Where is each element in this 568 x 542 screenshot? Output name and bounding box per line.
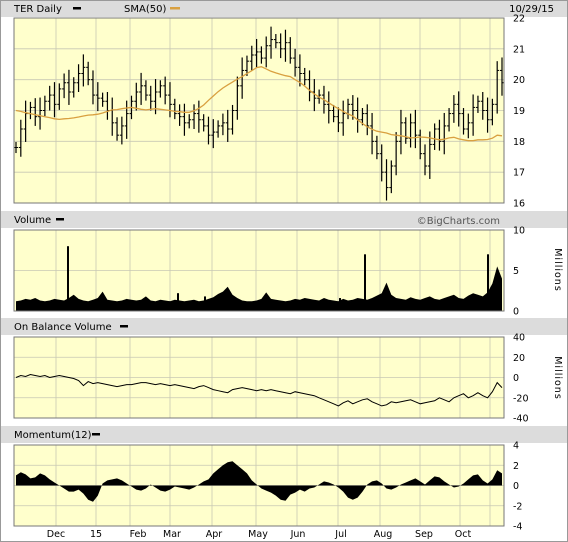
price-plot-border: [13, 17, 505, 204]
obv-legend-icon: [120, 325, 128, 328]
y-tick-label: 22: [513, 14, 525, 25]
y-tick-label: 0: [513, 373, 519, 384]
symbol-legend-icon: [73, 7, 81, 10]
obv-unit-label: Millions: [552, 356, 563, 400]
momentum-plot-border: [13, 444, 505, 527]
symbol-label: TER Daily: [13, 4, 62, 15]
y-tick-label: 17: [513, 168, 525, 179]
x-axis-label: Oct: [455, 529, 472, 540]
obv-polyline: [15, 373, 503, 407]
y-tick-label: 2: [513, 461, 519, 472]
momentum-header-bar: [0, 426, 568, 443]
x-axis-label: 15: [90, 529, 102, 540]
momentum-label: Momentum(12): [14, 430, 92, 441]
volume-plot-border: [13, 229, 505, 312]
price-header-bar: [0, 0, 568, 17]
volume-header-bar: [0, 211, 568, 228]
momentum-fill: [16, 461, 502, 502]
x-axis-label: Aug: [374, 529, 393, 540]
y-tick-label: 0: [513, 307, 519, 318]
y-tick-label: 20: [513, 353, 525, 364]
obv-plot-border: [13, 336, 505, 419]
x-axis-labels: Dec 15 Feb Mar Apr May Jun Jul Aug Sep Oct: [47, 529, 472, 540]
tick-labels: 161718192021220510-40-2002040-4-2024Mill…: [513, 14, 563, 533]
y-tick-label: 21: [513, 44, 525, 55]
y-tick-label: 4: [513, 441, 519, 452]
y-tick-label: 20: [513, 75, 525, 86]
volume-legend-icon: [56, 218, 64, 221]
y-tick-label: 16: [513, 199, 525, 210]
obv-label: On Balance Volume: [14, 322, 112, 333]
x-axis-label: Dec: [47, 529, 65, 540]
y-tick-label: -4: [513, 522, 522, 533]
sma-line: [15, 66, 503, 142]
sma-legend-icon: [170, 7, 180, 10]
volume-area: [16, 246, 502, 311]
y-tick-label: 10: [513, 226, 525, 237]
y-tick-label: 18: [513, 137, 525, 148]
chart-credit: ©BigCharts.com: [417, 216, 500, 227]
x-axis-label: May: [248, 529, 268, 540]
obv-line: [15, 373, 503, 407]
momentum-legend-icon: [92, 433, 100, 436]
x-axis-label: Jul: [334, 529, 346, 540]
x-axis-label: Apr: [206, 529, 223, 540]
obv-header-bar: [0, 318, 568, 335]
y-tick-label: 5: [513, 266, 519, 277]
x-axis-label: Mar: [163, 529, 181, 540]
x-axis-label: Sep: [415, 529, 433, 540]
price-bars: [14, 26, 504, 201]
y-tick-label: -40: [513, 414, 529, 425]
volume-label: Volume: [14, 215, 51, 226]
y-tick-label: 40: [513, 333, 525, 344]
y-tick-label: 19: [513, 106, 525, 117]
y-tick-label: 0: [513, 481, 519, 492]
sma-label: SMA(50): [124, 4, 166, 15]
y-tick-label: -2: [513, 501, 522, 512]
y-tick-label: -20: [513, 393, 529, 404]
chart-date: 10/29/15: [509, 4, 554, 15]
volume-fill: [16, 266, 502, 311]
momentum-area: [16, 461, 502, 502]
x-axis-label: Jun: [290, 529, 306, 540]
x-axis-label: Feb: [130, 529, 147, 540]
vol-unit-label: Millions: [552, 248, 563, 292]
